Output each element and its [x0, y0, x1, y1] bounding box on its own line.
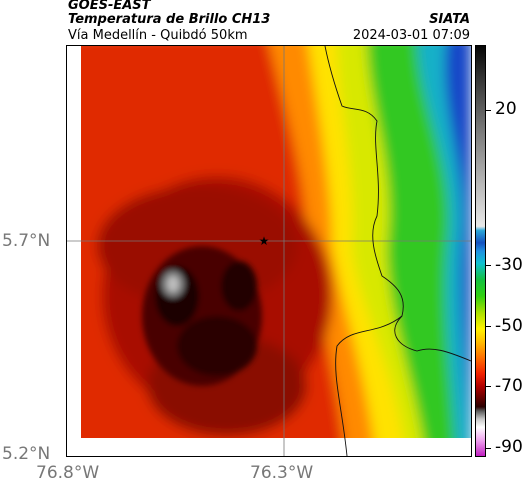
- colorbar-tick: [486, 386, 491, 387]
- timestamp-label: 2024-03-01 07:09: [352, 28, 470, 43]
- x-tick-label: 76.3°W: [250, 463, 314, 483]
- colorbar-label: 20: [495, 99, 517, 119]
- colorbar-tick: [486, 448, 491, 449]
- brightness-temperature-map: ★: [67, 46, 471, 456]
- colorbar-tick: [486, 265, 491, 266]
- location-star-marker: ★: [259, 234, 270, 248]
- colorbar-label: -90: [495, 437, 523, 457]
- y-tick-label: 5.7°N: [2, 231, 51, 251]
- x-tick-label: 76.8°W: [36, 463, 100, 483]
- colorbar: [475, 45, 486, 457]
- colorbar-tick: [486, 110, 491, 111]
- organization-label: SIATA: [429, 12, 470, 27]
- colorbar-label: -70: [495, 376, 523, 396]
- y-tick-label: 5.2°N: [2, 444, 51, 464]
- map-panel[interactable]: ★: [66, 45, 472, 457]
- title-route: Vía Medellín - Quibdó 50km: [68, 28, 248, 43]
- colorbar-tick: [486, 326, 491, 327]
- title-product: Temperatura de Brillo CH13: [68, 12, 271, 27]
- title-satellite: GOES-EAST: [68, 0, 151, 13]
- colorbar-label: -50: [495, 316, 523, 336]
- colorbar-label: -30: [495, 255, 523, 275]
